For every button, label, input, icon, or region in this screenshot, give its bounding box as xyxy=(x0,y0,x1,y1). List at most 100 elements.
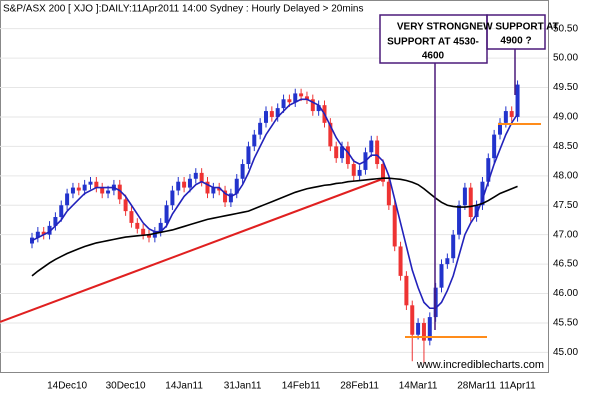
candle-body xyxy=(369,140,374,153)
candle-body xyxy=(193,172,198,179)
candle-body xyxy=(334,146,339,159)
candle-body xyxy=(100,187,105,194)
candle-body xyxy=(439,264,444,288)
candle-body xyxy=(217,187,222,191)
candle-body xyxy=(82,184,87,191)
y-tick-label: 45.00 xyxy=(553,347,578,358)
candle-body xyxy=(106,190,111,194)
candle-body xyxy=(223,190,228,203)
candle-body xyxy=(404,275,409,306)
candle-body xyxy=(164,205,169,223)
candle-body xyxy=(410,305,415,335)
y-tick-label: 49.50 xyxy=(553,82,578,93)
candle-body xyxy=(158,222,163,232)
candle-body xyxy=(59,205,64,218)
candle-body xyxy=(252,134,257,147)
candle-body xyxy=(228,193,233,203)
candle-body xyxy=(147,234,151,238)
candle-body xyxy=(281,99,286,109)
x-tick-label: 14Mar11 xyxy=(399,381,438,392)
candle-body xyxy=(182,181,187,188)
y-tick-label: 46.50 xyxy=(553,259,578,270)
annotation-text: NEW SUPPORT AT xyxy=(469,22,558,33)
y-tick-label: 50.50 xyxy=(553,23,578,34)
candle-body xyxy=(375,140,380,165)
candle-body xyxy=(492,134,497,159)
candle-body xyxy=(357,169,362,176)
candle-body xyxy=(234,178,239,194)
candle-body xyxy=(35,231,40,238)
candle-body xyxy=(269,111,274,117)
candle-body xyxy=(170,190,175,206)
candle-body xyxy=(386,181,391,206)
annotation-box xyxy=(379,14,488,64)
candle-body xyxy=(123,199,128,212)
candle-body xyxy=(47,225,52,235)
candle-body xyxy=(462,187,467,206)
trend-line xyxy=(0,177,386,323)
candle-body xyxy=(275,108,280,117)
candle-body xyxy=(316,105,321,112)
annotation-text: VERY STRONG xyxy=(397,22,469,33)
candle-body xyxy=(480,181,485,206)
plot-layer xyxy=(30,80,520,365)
candle-body xyxy=(117,184,122,200)
candle-body xyxy=(328,122,333,147)
annotation-text: SUPPORT AT 4530- xyxy=(387,37,479,48)
candle-body xyxy=(246,146,251,165)
candle-body xyxy=(264,111,268,123)
annotation-box xyxy=(486,14,546,50)
x-tick-label: 14Feb11 xyxy=(282,381,321,392)
candle-body xyxy=(515,84,520,117)
candle-body xyxy=(70,187,75,194)
moving-average xyxy=(31,98,519,310)
candle-body xyxy=(340,146,345,159)
candle-body xyxy=(76,187,81,191)
candle-body xyxy=(205,181,210,194)
candle-body xyxy=(141,228,146,235)
candle-body xyxy=(345,146,350,165)
candle-body xyxy=(310,99,315,112)
candle-body xyxy=(351,164,356,176)
candle-body xyxy=(421,322,426,341)
candle-body xyxy=(94,181,99,188)
candle-body xyxy=(381,164,385,182)
candle-body xyxy=(135,222,140,229)
chart-title: S&P/ASX 200 [ XJO ]:DAILY:11Apr2011 14:0… xyxy=(3,4,363,15)
candle-body xyxy=(392,205,397,247)
candle-body xyxy=(498,122,502,135)
candle-body xyxy=(486,158,491,182)
grid-layer xyxy=(0,28,548,353)
y-tick-label: 46.00 xyxy=(553,288,578,299)
annotation-text: 4900 ? xyxy=(500,36,531,47)
candle-body xyxy=(474,205,479,218)
y-tick-label: 47.50 xyxy=(553,200,578,211)
y-tick-label: 49.00 xyxy=(553,112,578,123)
x-tick-label: 14Dec10 xyxy=(47,381,87,392)
candle-body xyxy=(503,111,508,123)
candle-body xyxy=(468,187,473,218)
candle-body xyxy=(398,246,403,276)
candle-body xyxy=(299,93,304,97)
y-tick-label: 48.00 xyxy=(553,170,578,181)
candle-body xyxy=(287,99,292,103)
candle-body xyxy=(258,122,263,135)
x-tick-label: 30Dec10 xyxy=(106,381,146,392)
candle-body xyxy=(176,181,181,191)
candle-body xyxy=(445,258,450,265)
y-tick-label: 45.50 xyxy=(553,318,578,329)
candle-body xyxy=(304,96,309,100)
x-tick-label: 31Jan11 xyxy=(224,381,262,392)
candle-body xyxy=(199,172,204,182)
candle-body xyxy=(187,178,192,188)
x-tick-label: 28Feb11 xyxy=(340,381,379,392)
candle-body xyxy=(88,181,93,185)
annotation-text: 4600 xyxy=(422,51,445,62)
candle-body xyxy=(65,193,70,206)
candle-body xyxy=(457,205,462,235)
candle-body xyxy=(129,211,134,223)
candle-body xyxy=(509,111,514,117)
x-tick-label: 14Jan11 xyxy=(165,381,203,392)
